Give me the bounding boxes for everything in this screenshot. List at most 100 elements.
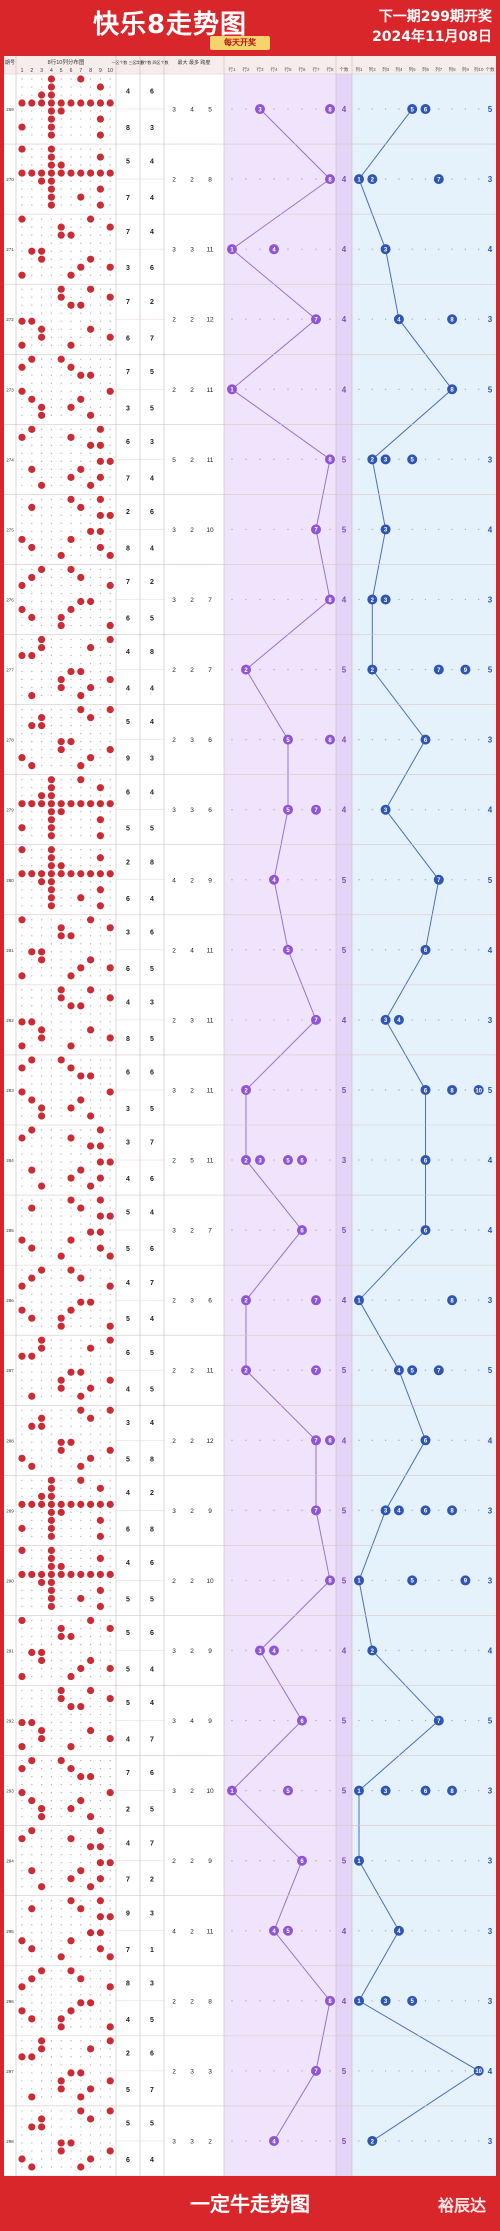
issue-number-label: 297	[6, 2069, 14, 2074]
col-empty-dot	[371, 2000, 373, 2002]
empty-dot-mark	[80, 1886, 82, 1888]
red-ball-mark	[28, 1314, 36, 1322]
empty-dot-mark	[89, 1277, 92, 1279]
empty-dot-mark	[89, 1791, 92, 1794]
empty-dot-mark	[21, 740, 23, 743]
zone-four-count: 4	[150, 1316, 154, 1323]
empty-dot-mark	[99, 778, 102, 781]
row-empty-dot	[273, 809, 275, 811]
empty-dot-mark	[80, 1029, 82, 1031]
row-empty-dot	[259, 1509, 261, 1512]
col-empty-dot	[451, 738, 453, 741]
zone-three-count: 7	[126, 475, 130, 482]
col-empty-dot	[371, 738, 373, 741]
max-stat-value: 6	[208, 1298, 212, 1305]
zone-one-count: 6	[126, 789, 130, 796]
red-ball-mark	[96, 1570, 104, 1579]
row-empty-dot	[231, 949, 233, 951]
empty-dot-mark	[89, 398, 92, 401]
col-ball-label: 4	[397, 318, 401, 324]
empty-dot-mark	[70, 1886, 72, 1888]
empty-dot-mark	[50, 1940, 53, 1942]
empty-dot-mark	[89, 312, 92, 314]
red-ball-mark	[77, 75, 85, 83]
empty-dot-mark	[99, 554, 102, 557]
red-ball-mark	[87, 754, 95, 762]
empty-dot-mark	[60, 608, 62, 611]
empty-dot-mark	[80, 2118, 82, 2120]
empty-dot-mark	[40, 1799, 43, 1802]
empty-dot-mark	[60, 592, 62, 595]
empty-dot-mark	[31, 2040, 33, 2042]
empty-dot-mark	[109, 794, 111, 797]
empty-dot-mark	[70, 296, 72, 298]
empty-dot-mark	[40, 1549, 43, 1552]
row-ball-mark	[269, 1645, 279, 1656]
empty-dot-mark	[109, 889, 111, 891]
empty-dot-mark	[31, 2026, 33, 2028]
red-ball-mark	[47, 1594, 56, 1603]
empty-dot-mark	[99, 600, 102, 603]
empty-dot-mark	[40, 1441, 43, 1444]
zone-four-count: 5	[150, 1386, 154, 1393]
empty-dot-mark	[80, 1956, 82, 1958]
red-ball-mark	[67, 1702, 75, 1711]
red-ball-mark	[38, 1813, 46, 1821]
empty-dot-mark	[40, 2166, 43, 2168]
red-ball-mark	[18, 870, 26, 878]
empty-dot-mark	[80, 724, 82, 727]
max-stat-value: 9	[208, 1858, 212, 1865]
empty-dot-mark	[40, 778, 43, 781]
col-ball-mark	[407, 1575, 418, 1586]
empty-dot-mark	[99, 1924, 102, 1926]
col-empty-dot	[398, 108, 400, 110]
empty-dot-mark	[60, 250, 62, 252]
row-empty-dot	[245, 879, 247, 881]
empty-dot-mark	[109, 1395, 111, 1397]
col-empty-dot	[411, 388, 413, 390]
empty-dot-mark	[40, 1745, 43, 1748]
empty-dot-mark	[50, 218, 53, 220]
empty-dot-mark	[99, 1347, 102, 1349]
empty-dot-mark	[31, 242, 33, 244]
col-ball-mark	[420, 1084, 431, 1095]
empty-dot-mark	[70, 522, 72, 525]
empty-dot-mark	[21, 1627, 23, 1630]
col-empty-dot	[424, 1019, 427, 1021]
zone-one-count: 9	[126, 1910, 130, 1917]
empty-dot-mark	[99, 78, 102, 80]
empty-dot-mark	[89, 1675, 92, 1678]
empty-dot-mark	[70, 638, 72, 641]
footer-brand: 裕辰达	[437, 2196, 486, 2215]
red-ball-mark	[47, 1546, 56, 1554]
empty-dot-mark	[70, 708, 72, 711]
col-ball-label: 3	[384, 458, 388, 464]
row-empty-dot	[301, 1369, 303, 1371]
red-ball-mark	[67, 932, 75, 940]
empty-dot-mark	[109, 1247, 111, 1249]
empty-dot-mark	[109, 1269, 111, 1271]
empty-dot-mark	[99, 148, 102, 150]
col-ball-label: 2	[371, 598, 375, 604]
max-stat-value: 6	[208, 807, 212, 814]
row-empty-dot	[329, 388, 331, 390]
col-index-header: 列6	[422, 66, 429, 73]
empty-dot-mark	[99, 288, 102, 290]
zone-four-count: 1	[150, 1947, 154, 1954]
empty-dot-mark	[50, 576, 53, 579]
col-ball-mark	[447, 1785, 458, 1796]
col-empty-dot	[371, 1019, 373, 1021]
zone-three-count: 5	[126, 1316, 130, 1323]
col-index-header: 列8	[449, 66, 456, 73]
empty-dot-mark	[50, 1994, 53, 1996]
col-count-value: 3	[488, 175, 493, 184]
max-stat-value: 7	[208, 597, 212, 604]
row-empty-dot	[287, 108, 289, 110]
empty-dot-mark	[89, 382, 92, 384]
empty-dot-mark	[70, 1948, 72, 1950]
empty-dot-mark	[109, 258, 111, 260]
col-empty-dot	[478, 1229, 480, 1231]
max-stat-value: 2	[190, 1438, 194, 1445]
empty-dot-mark	[89, 498, 92, 501]
empty-dot-mark	[50, 764, 53, 767]
